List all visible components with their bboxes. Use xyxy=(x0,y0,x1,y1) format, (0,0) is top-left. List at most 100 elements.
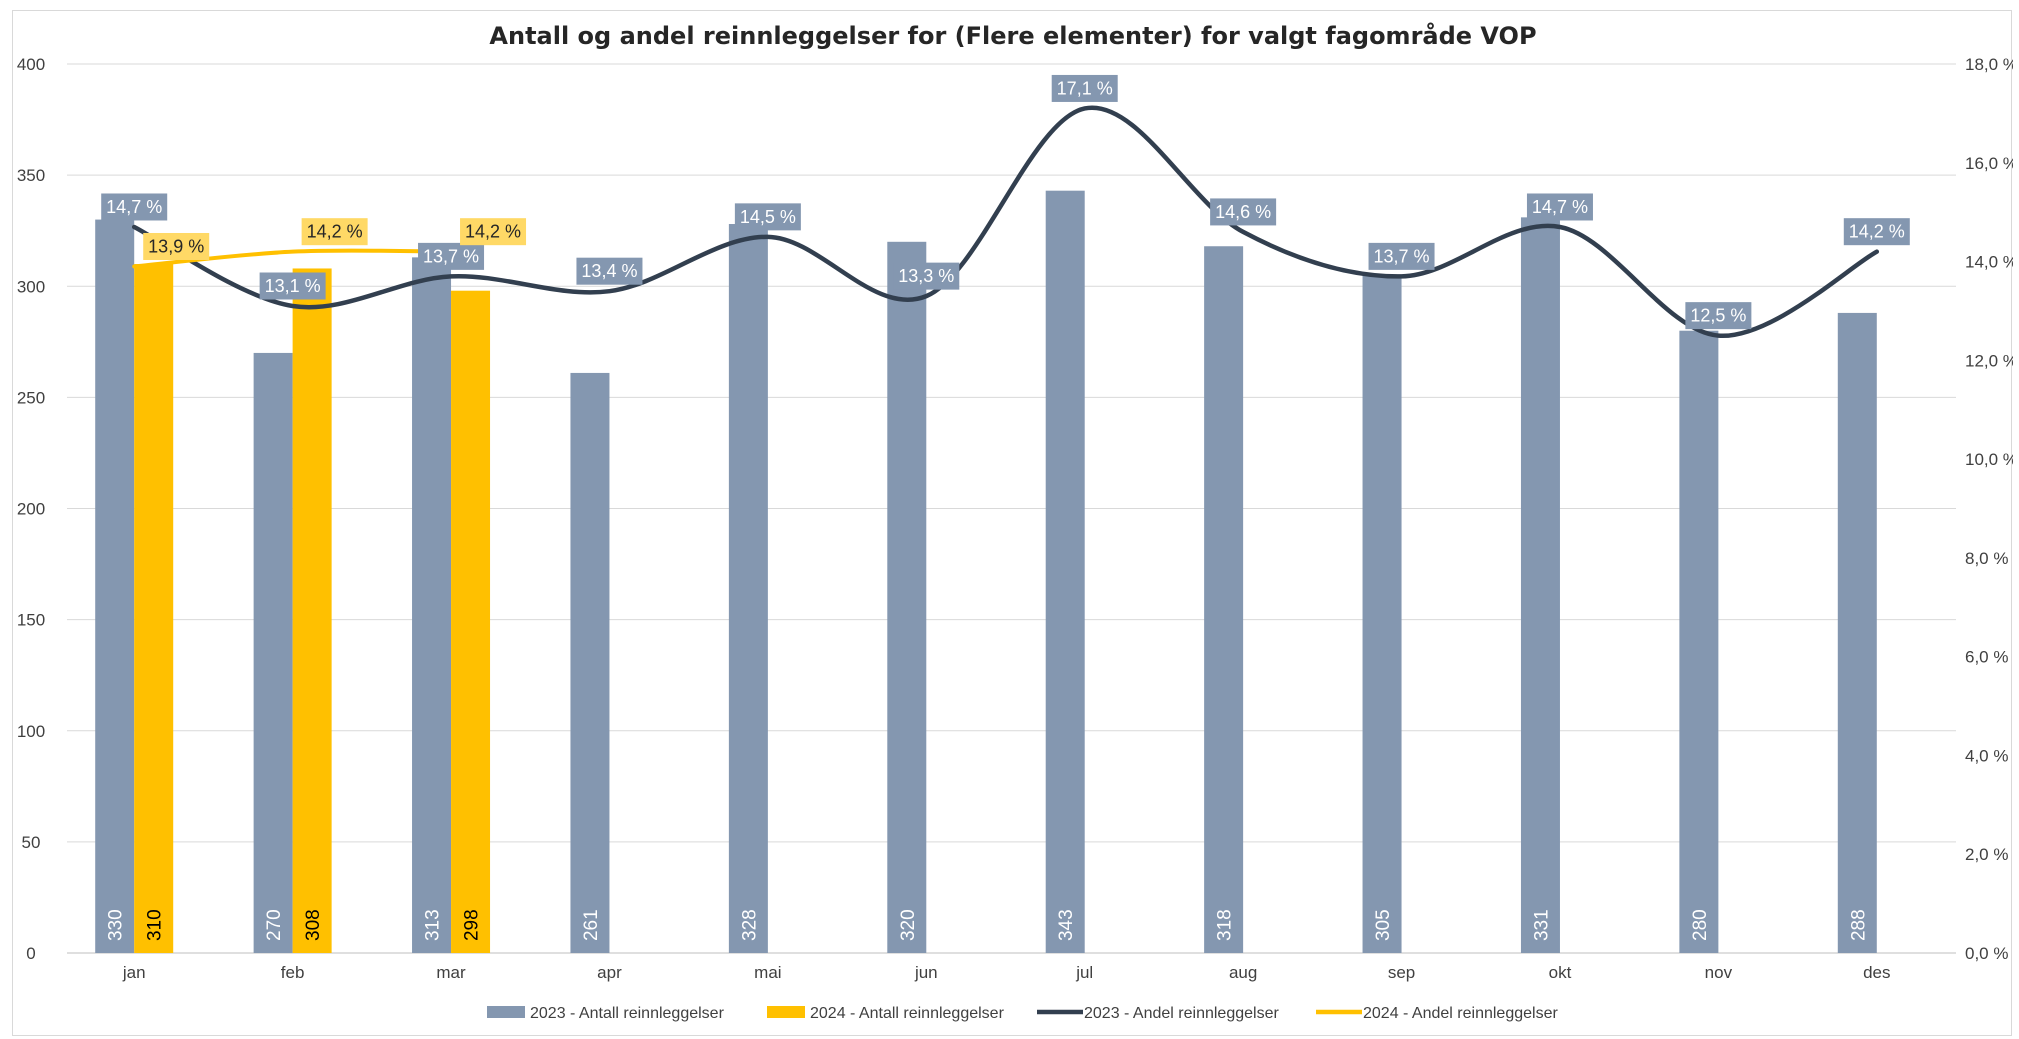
line-label-box xyxy=(143,232,210,260)
combo-chart: Antall og andel reinnleggelser for (Fler… xyxy=(17,21,2013,1022)
bar-value-label: 328 xyxy=(739,909,760,941)
bar xyxy=(1520,217,1560,954)
x-tick-label: apr xyxy=(597,963,622,982)
legend-label: 2024 - Andel reinnleggelser xyxy=(1363,1005,1558,1022)
bar xyxy=(412,257,452,953)
x-tick-label: jul xyxy=(1075,963,1093,982)
legend-swatch xyxy=(767,1006,805,1018)
line-value-label: 13,9 % xyxy=(148,236,204,256)
x-tick-label: des xyxy=(1863,963,1890,982)
line-value-label: 13,1 % xyxy=(265,276,321,296)
line-label-box xyxy=(734,203,801,231)
x-tick-label: nov xyxy=(1705,963,1733,982)
line-label-box xyxy=(1051,74,1118,102)
line-label-box xyxy=(1843,218,1910,246)
y-right-tick-label: 0,0 % xyxy=(1965,944,2008,963)
line-value-label: 14,5 % xyxy=(740,207,796,227)
bar-value-label: 298 xyxy=(462,909,483,941)
line-label-box xyxy=(301,218,368,246)
bar xyxy=(887,241,927,954)
line-label-box xyxy=(893,262,960,290)
bar xyxy=(451,290,491,953)
x-tick-label: mar xyxy=(436,963,466,982)
y-right-tick-label: 16,0 % xyxy=(1965,154,2013,173)
bar xyxy=(1204,246,1244,953)
line-value-label: 13,7 % xyxy=(423,246,479,266)
y-right-tick-label: 18,0 % xyxy=(1965,55,2013,74)
y-right-tick-label: 10,0 % xyxy=(1965,450,2013,469)
bar-value-label: 280 xyxy=(1690,909,1711,941)
y-left-tick-label: 100 xyxy=(17,722,45,741)
y-left-tick-label: 50 xyxy=(22,833,41,852)
line-label-box xyxy=(1685,302,1752,330)
x-tick-label: mai xyxy=(754,963,781,982)
bar-value-label: 310 xyxy=(145,909,166,941)
line-label-box xyxy=(576,257,643,285)
bar-value-label: 305 xyxy=(1373,909,1394,941)
x-tick-label: okt xyxy=(1549,963,1572,982)
line-label-box xyxy=(1210,198,1277,226)
bar-value-label: 318 xyxy=(1215,909,1236,941)
lines xyxy=(131,105,1880,338)
line-value-label: 13,4 % xyxy=(581,261,637,281)
bar xyxy=(292,268,332,954)
bar xyxy=(1362,275,1402,953)
legend-swatch xyxy=(487,1006,525,1018)
series-line xyxy=(132,248,454,269)
bar-value-label: 331 xyxy=(1531,909,1552,941)
y-right-tick-label: 14,0 % xyxy=(1965,253,2013,272)
legend-label: 2024 - Antall reinnleggelser xyxy=(810,1005,1005,1022)
x-tick-label: jan xyxy=(122,963,146,982)
y-left-tick-label: 400 xyxy=(17,55,45,74)
y-right-tick-label: 6,0 % xyxy=(1965,648,2008,667)
line-label-box xyxy=(259,272,326,300)
bar xyxy=(1679,330,1719,953)
bar-value-label: 343 xyxy=(1056,909,1077,941)
y-right-tick-label: 12,0 % xyxy=(1965,351,2013,370)
axes: 0 50 100 150 200 250 300 350 400 0,0 % 2,0 % 4,0 % 6… xyxy=(17,55,2013,982)
y-right-tick-label: 2,0 % xyxy=(1965,845,2008,864)
bar xyxy=(728,224,768,953)
line-label-box xyxy=(1368,242,1435,270)
y-left-tick-label: 300 xyxy=(17,277,45,296)
line-value-label: 12,5 % xyxy=(1690,306,1746,326)
series-line xyxy=(131,105,1880,338)
line-value-label: 14,2 % xyxy=(1849,222,1905,242)
legend-label: 2023 - Andel reinnleggelser xyxy=(1084,1005,1279,1022)
bar xyxy=(570,372,610,953)
chart-frame: Antall og andel reinnleggelser for (Fler… xyxy=(12,10,2013,1036)
data-labels: 330 270 313 261 328 320 343 318 305 331 280 288 310 3… xyxy=(101,74,1910,941)
line-value-label: 13,3 % xyxy=(898,266,954,286)
bars xyxy=(95,190,1877,954)
legend: 2023 - Antall reinnleggelser 2024 - Antal… xyxy=(487,1005,1558,1022)
bar xyxy=(1045,190,1085,953)
y-left-tick-label: 350 xyxy=(17,166,45,185)
line-value-label: 14,2 % xyxy=(307,222,363,242)
bar-value-label: 330 xyxy=(106,909,127,941)
bar-value-label: 288 xyxy=(1848,909,1869,941)
bar xyxy=(253,352,293,953)
line-label-box xyxy=(1526,193,1593,221)
x-tick-label: feb xyxy=(281,963,305,982)
line-value-label: 14,7 % xyxy=(106,197,162,217)
y-left-tick-label: 250 xyxy=(17,388,45,407)
y-right-tick-label: 8,0 % xyxy=(1965,549,2008,568)
y-right-tick-label: 4,0 % xyxy=(1965,746,2008,765)
bar-value-label: 308 xyxy=(303,909,324,941)
bar-value-label: 270 xyxy=(264,909,285,941)
x-tick-label: aug xyxy=(1229,963,1257,982)
line-value-label: 14,6 % xyxy=(1215,202,1271,222)
x-tick-label: sep xyxy=(1388,963,1415,982)
bar xyxy=(1837,312,1877,953)
gridlines xyxy=(67,63,1956,954)
line-value-label: 14,7 % xyxy=(1532,197,1588,217)
line-value-label: 14,2 % xyxy=(465,222,521,242)
bar-value-label: 313 xyxy=(423,909,444,941)
y-left-tick-label: 150 xyxy=(17,611,45,630)
legend-label: 2023 - Antall reinnleggelser xyxy=(530,1005,725,1022)
bar xyxy=(134,264,174,953)
line-label-box xyxy=(101,193,168,221)
x-tick-label: jun xyxy=(914,963,938,982)
chart-title: Antall og andel reinnleggelser for (Fler… xyxy=(489,21,1536,50)
bar-value-label: 320 xyxy=(898,909,919,941)
